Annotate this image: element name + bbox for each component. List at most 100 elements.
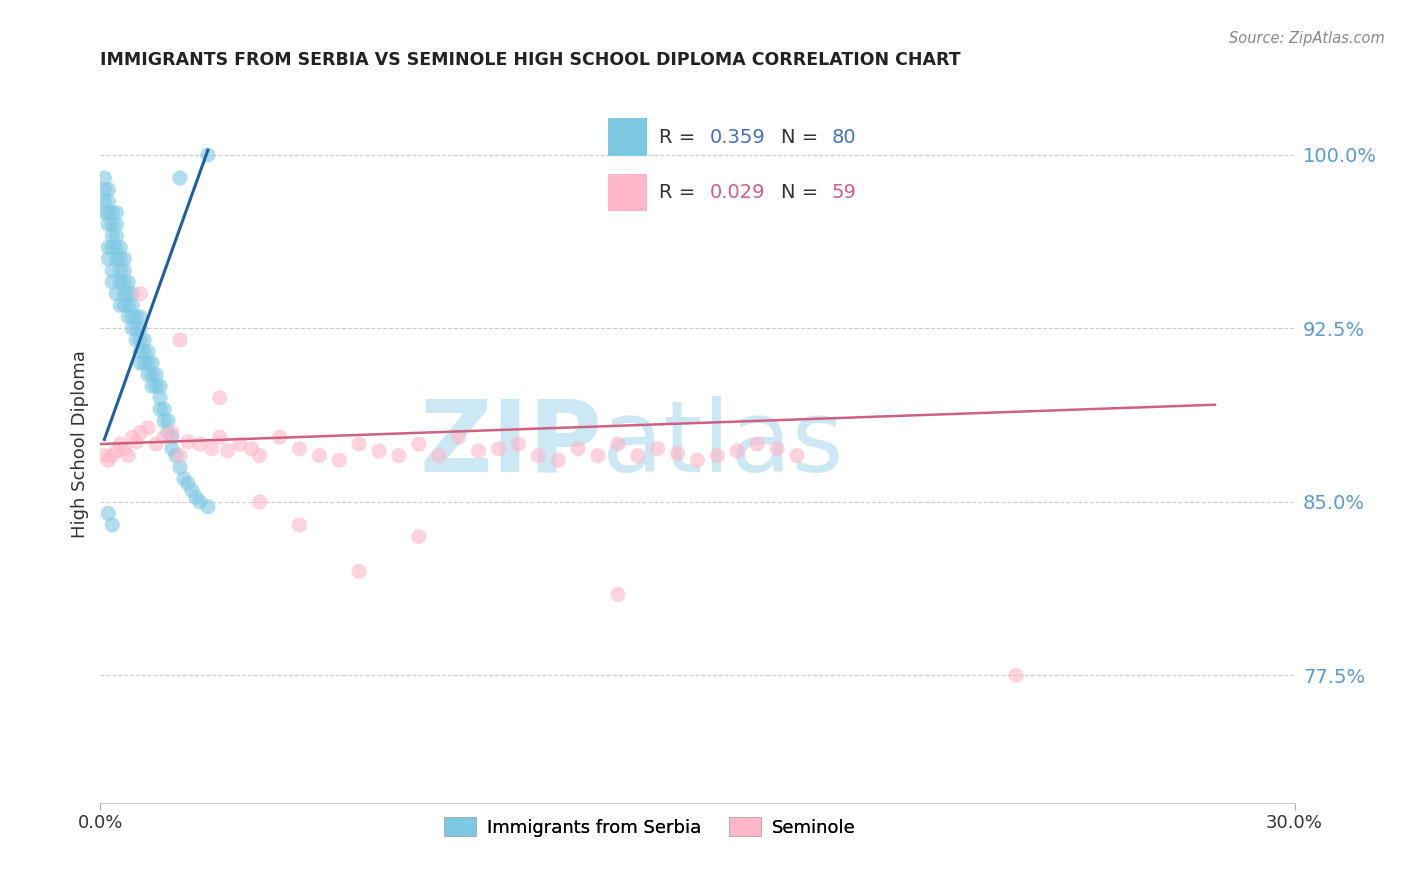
Point [136,368,159,382]
Text: atlas: atlas [602,395,844,492]
Point [97,453,120,467]
Point [197,148,219,162]
Point [527,449,550,463]
Point [121,310,143,324]
Point [112,298,135,312]
Point [228,437,250,451]
Point [93,449,115,463]
Point [141,368,163,382]
Point [706,449,728,463]
Point [169,460,191,475]
Point [136,344,159,359]
Point [97,194,120,209]
Point [110,298,132,312]
Point [97,252,120,266]
Point [149,379,172,393]
Point [112,286,135,301]
Point [97,205,120,219]
Point [165,449,187,463]
Point [93,171,115,186]
Point [112,442,135,456]
Point [121,286,143,301]
Point [467,444,489,458]
Point [725,444,748,458]
Point [105,286,128,301]
Point [112,252,135,266]
Point [101,449,124,463]
Point [97,183,120,197]
Point [105,217,128,231]
Point [606,587,628,601]
Point [508,437,530,451]
Point [547,453,569,467]
Point [105,444,128,458]
Point [269,430,291,444]
Point [169,449,191,463]
Point [149,391,172,405]
Point [153,414,176,428]
Point [129,286,152,301]
Point [125,321,148,335]
Point [249,449,271,463]
Text: Source: ZipAtlas.com: Source: ZipAtlas.com [1229,31,1385,46]
Point [288,518,311,533]
Point [125,434,148,449]
Point [134,356,156,370]
Point [134,344,156,359]
Point [129,344,152,359]
Point [121,298,143,312]
Point [240,442,263,456]
Point [110,252,132,266]
Point [145,368,167,382]
Point [97,507,120,521]
Point [408,437,430,451]
Point [110,263,132,277]
Point [647,442,669,456]
Point [160,442,183,456]
Point [177,434,200,449]
Point [141,356,163,370]
Point [105,252,128,266]
Point [567,442,589,456]
Point [180,483,202,498]
Point [308,449,330,463]
Point [177,476,200,491]
Point [328,453,350,467]
Point [288,442,311,456]
Point [101,518,124,533]
Point [101,275,124,289]
Point [447,430,470,444]
Point [157,425,180,440]
Point [101,205,124,219]
Point [101,240,124,254]
Point [97,240,120,254]
Point [157,414,180,428]
Point [129,333,152,347]
Point [105,228,128,243]
Point [347,437,370,451]
Point [101,217,124,231]
Point [184,490,207,504]
Text: IMMIGRANTS FROM SERBIA VS SEMINOLE HIGH SCHOOL DIPLOMA CORRELATION CHART: IMMIGRANTS FROM SERBIA VS SEMINOLE HIGH … [100,51,960,69]
Point [97,217,120,231]
Point [149,402,172,417]
Point [627,449,650,463]
Point [93,194,115,209]
Point [786,449,808,463]
Point [125,310,148,324]
Point [153,430,176,444]
Point [145,437,167,451]
Point [129,356,152,370]
Legend: Immigrants from Serbia, Seminole: Immigrants from Serbia, Seminole [437,810,863,844]
Point [105,240,128,254]
Text: ZIP: ZIP [419,395,602,492]
Point [141,379,163,393]
Point [101,228,124,243]
Point [93,205,115,219]
Point [145,379,167,393]
Point [347,564,370,578]
Point [121,321,143,335]
Point [169,333,191,347]
Point [136,421,159,435]
Point [427,449,450,463]
